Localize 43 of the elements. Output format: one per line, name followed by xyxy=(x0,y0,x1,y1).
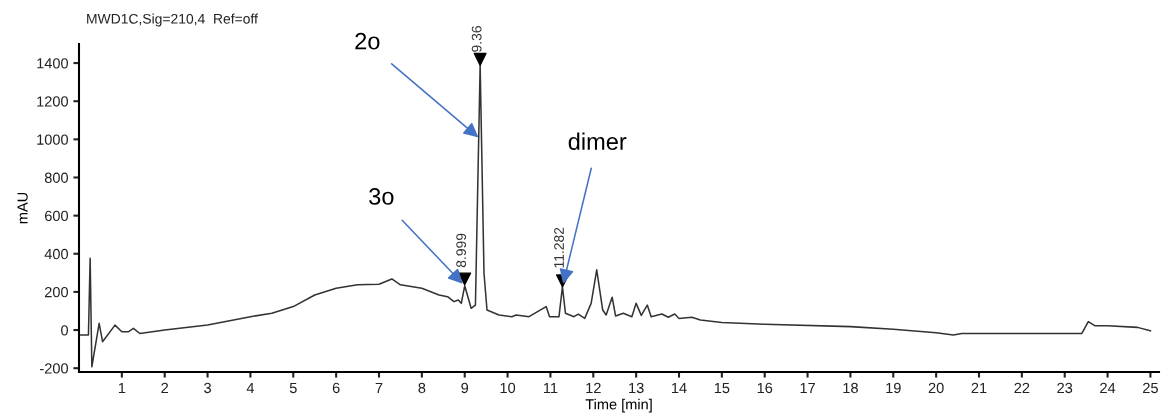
y-tick-label: 400 xyxy=(44,248,69,260)
x-tick-label: 1 xyxy=(118,382,126,393)
x-tick-label: 15 xyxy=(714,382,730,394)
x-tick-label: 20 xyxy=(928,382,944,394)
x-tick-label: 23 xyxy=(1057,382,1073,394)
x-tick-label: 12 xyxy=(586,382,601,393)
y-tick-label: 1200 xyxy=(37,96,69,107)
x-tick-label: 3 xyxy=(204,382,211,394)
y-tick-label: 800 xyxy=(44,172,69,183)
x-tick-label: 17 xyxy=(800,382,815,393)
annotation: 3o xyxy=(369,188,394,205)
x-tick-label: 8 xyxy=(418,382,426,394)
x-tick-label: 25 xyxy=(1143,382,1158,394)
x-tick-label: 9 xyxy=(461,382,469,394)
annotation: 11.282 xyxy=(554,227,564,268)
x-tick-label: 4 xyxy=(246,382,255,393)
x-tick-label: 11 xyxy=(543,382,558,393)
y-tick-label: -200 xyxy=(40,363,69,374)
chart-title: MWD1C,Sig=210,4 Ref=off xyxy=(87,13,258,27)
x-tick-label: 2 xyxy=(161,382,169,393)
y-tick-label: 1400 xyxy=(37,58,69,69)
annotation: 2o xyxy=(355,32,380,50)
y-tick-label: 0 xyxy=(61,325,69,336)
x-tick-label: 18 xyxy=(843,382,858,394)
x-tick-label: 19 xyxy=(886,382,901,394)
annotation: 8.999 xyxy=(456,233,467,268)
x-tick-label: 13 xyxy=(629,382,644,394)
y-tick-label: 600 xyxy=(44,210,69,222)
y-tick-label: 200 xyxy=(44,287,69,298)
x-tick-label: 6 xyxy=(332,382,340,394)
y-tick-label: 1000 xyxy=(37,134,69,145)
x-tick-label: 22 xyxy=(1014,382,1030,393)
annotation: 9.36 xyxy=(471,26,482,52)
x-tick-label: 21 xyxy=(971,382,987,393)
x-axis-title: Time [min] xyxy=(585,398,652,413)
x-tick-label: 5 xyxy=(289,382,297,394)
annotation: dimer xyxy=(568,132,627,150)
x-tick-label: 16 xyxy=(757,382,773,394)
x-tick-label: 24 xyxy=(1100,382,1116,393)
x-tick-label: 10 xyxy=(500,382,516,394)
x-tick-label: 14 xyxy=(672,382,687,393)
y-axis-title: mAU xyxy=(17,192,28,224)
x-tick-label: 7 xyxy=(375,382,383,393)
